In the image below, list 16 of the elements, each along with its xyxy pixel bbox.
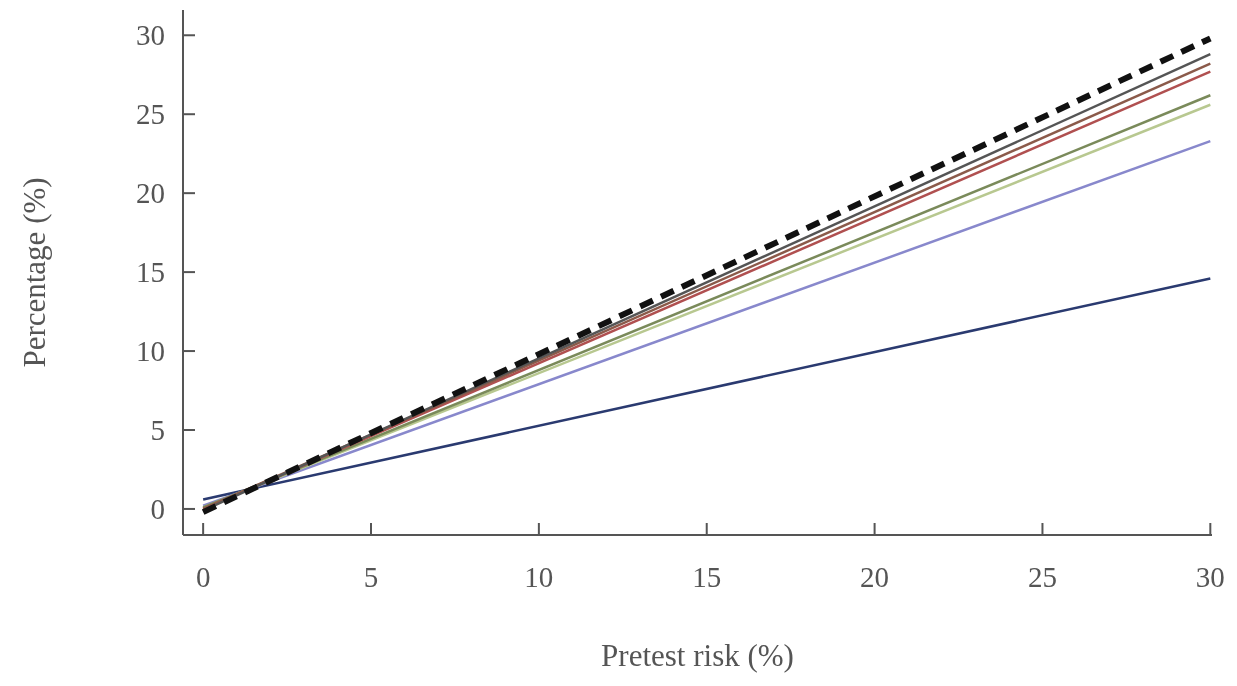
y-tick-label: 5 bbox=[150, 414, 165, 447]
x-tick-label: 5 bbox=[363, 561, 379, 593]
x-tick-label: 30 bbox=[1195, 561, 1225, 593]
x-tick-label: 15 bbox=[692, 561, 722, 593]
y-tick-label: 0 bbox=[150, 493, 165, 526]
x-tick-label: 10 bbox=[524, 561, 554, 593]
y-tick-label: 30 bbox=[136, 19, 165, 52]
x-tick-label: 0 bbox=[195, 561, 211, 593]
x-tick-label: 20 bbox=[860, 561, 890, 593]
y-tick-label: 10 bbox=[136, 335, 165, 368]
y-axis-title: Percentage (%) bbox=[17, 177, 52, 368]
y-tick-label: 25 bbox=[136, 98, 165, 131]
y-tick-label: 20 bbox=[136, 177, 165, 210]
x-tick-label: 25 bbox=[1027, 561, 1057, 593]
x-axis-title: Pretest risk (%) bbox=[601, 638, 794, 673]
y-tick-label: 15 bbox=[136, 256, 165, 289]
